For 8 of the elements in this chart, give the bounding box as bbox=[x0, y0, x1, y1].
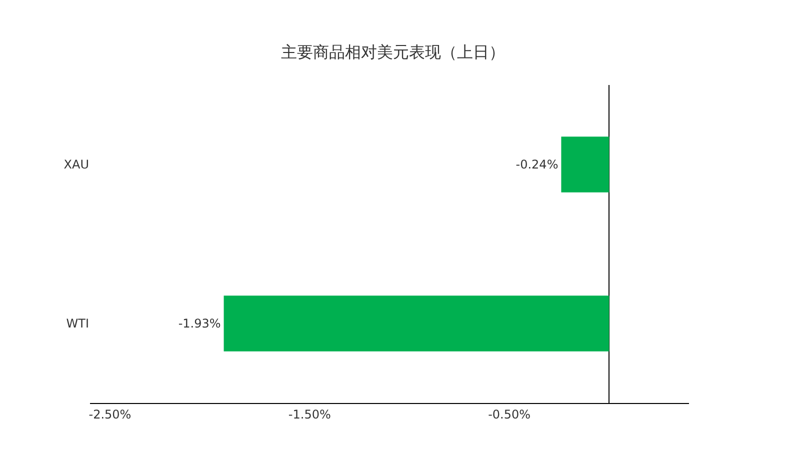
x-tick-label: -1.50% bbox=[288, 407, 331, 422]
x-tick-label: -0.50% bbox=[488, 407, 531, 422]
y-tick-label: XAU bbox=[64, 158, 89, 172]
data-label: -1.93% bbox=[178, 316, 221, 330]
x-tick-label: -2.50% bbox=[88, 407, 132, 422]
chart-title: 主要商品相对美元表现（上日） bbox=[281, 42, 505, 62]
data-label: -0.24% bbox=[516, 158, 558, 172]
y-tick-label: WTI bbox=[66, 316, 89, 331]
